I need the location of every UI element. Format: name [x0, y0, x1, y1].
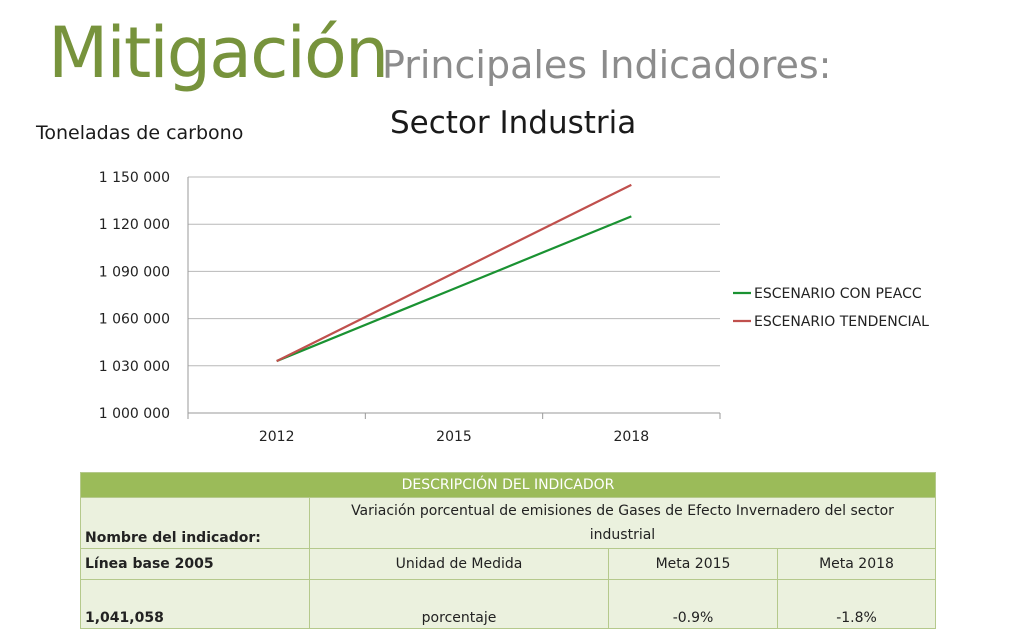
x-tick-label: 2015 [436, 429, 472, 445]
legend-label: ESCENARIO CON PEACC [754, 286, 922, 302]
y-tick-label: 1 150 000 [99, 170, 170, 186]
table-row: Línea base 2005 Unidad de Medida Meta 20… [80, 548, 936, 580]
unit-value: porcentaje [309, 579, 609, 629]
page-title: Mitigación [48, 12, 389, 94]
x-tick-label: 2018 [614, 429, 650, 445]
y-tick-label: 1 060 000 [99, 312, 170, 328]
y-tick-label: 1 120 000 [99, 217, 170, 233]
line-chart: 1 000 000 1 030 000 1 060 000 1 090 000 1 12… [99, 170, 929, 445]
baseline-value: 1,041,058 [80, 579, 310, 629]
y-tick-label: 1 090 000 [99, 264, 170, 280]
y-tick-label: 1 030 000 [99, 359, 170, 375]
table-row: 1,041,058 porcentaje -0.9% -1.8% [80, 579, 936, 629]
meta-2015-value: -0.9% [608, 579, 778, 629]
series-line-2 [276, 183, 632, 363]
chart-title: Sector Industria [390, 105, 637, 141]
meta-2018-value: -1.8% [777, 579, 936, 629]
col-header-baseline: Línea base 2005 [80, 548, 310, 580]
col-header-unit: Unidad de Medida [309, 548, 609, 580]
indicator-table: DESCRIPCIÓN DEL INDICADOR Nombre del ind… [80, 472, 936, 629]
legend-label: ESCENARIO TENDENCIAL [754, 314, 929, 330]
indicator-name-value: Variación porcentual de emisiones de Gas… [309, 497, 936, 549]
y-tick-label: 1 000 000 [99, 406, 170, 422]
series-line-1 [276, 215, 632, 363]
table-header-row: DESCRIPCIÓN DEL INDICADOR [80, 472, 936, 498]
y-axis-label: Toneladas de carbono [36, 122, 244, 144]
table-header: DESCRIPCIÓN DEL INDICADOR [80, 472, 936, 498]
page-subtitle: Principales Indicadores: [382, 43, 832, 87]
table-row: Nombre del indicador: Variación porcentu… [80, 497, 936, 549]
col-header-meta-2015: Meta 2015 [608, 548, 778, 580]
indicator-name-label: Nombre del indicador: [80, 497, 310, 549]
x-tick-label: 2012 [259, 429, 295, 445]
col-header-meta-2018: Meta 2018 [777, 548, 936, 580]
